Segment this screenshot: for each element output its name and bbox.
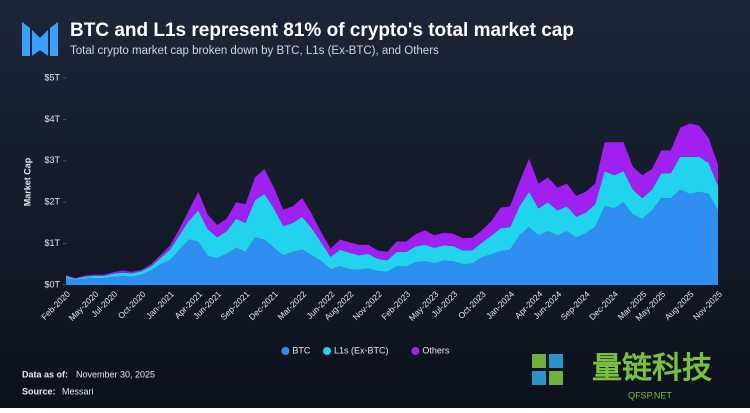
source: Messari [62,386,94,396]
chart-subtitle: Total crypto market cap broken down by B… [70,45,439,57]
y-tick-label: $0T [44,279,60,289]
legend-label: BTC [292,345,311,355]
area [66,156,718,280]
legend-label: Others [422,345,450,355]
watermark: 量链科技 [592,351,712,385]
legend-label: L1s (Ex-BTC) [334,345,389,355]
y-axis-label: Market Cap [22,157,32,206]
area [66,123,718,279]
area [66,189,718,285]
legend-marker [323,347,331,355]
logo [22,22,58,56]
chart-title: BTC and L1s represent 81% of crypto's to… [70,20,574,41]
legend-marker [411,347,420,355]
source-label: Source: [22,386,56,396]
y-tick-label: $4T [44,114,60,124]
footer-date: November 30, 2025 [76,369,155,379]
legend-marker [281,347,290,355]
y-tick-label: $5T [44,72,60,82]
watermark-icon [532,354,563,385]
y-tick-label: $3T [44,155,60,165]
y-tick-label: $1T [44,238,60,248]
watermark-site: QFSP.NET [628,390,672,400]
footer-label: Data as of: [22,369,68,379]
y-tick-label: $2T [44,197,60,207]
